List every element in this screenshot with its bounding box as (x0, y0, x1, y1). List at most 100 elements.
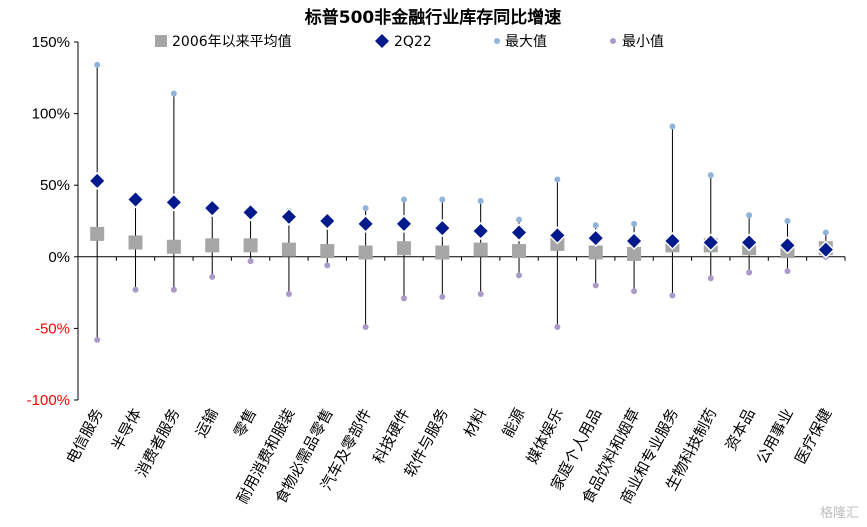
min-marker (94, 336, 101, 343)
max-marker (707, 172, 714, 179)
average-marker (396, 241, 411, 256)
max-marker (631, 220, 638, 227)
min-marker (170, 286, 177, 293)
2q22-marker (627, 234, 642, 249)
chart-title: 标普500非金融行业库存同比增速 (305, 7, 562, 28)
2q22-marker (742, 235, 757, 250)
x-tick-label: 能源 (499, 405, 529, 440)
x-tick-label: 资本品 (722, 405, 759, 453)
average-marker (435, 245, 450, 260)
max-marker (592, 222, 599, 229)
average-marker (358, 245, 373, 260)
2q22-marker (128, 192, 143, 207)
x-tick-label: 材料 (460, 405, 490, 440)
min-marker (477, 291, 484, 298)
average-marker (243, 238, 258, 253)
x-tick-label: 运输 (192, 405, 222, 440)
y-tick-label: -50% (35, 320, 70, 337)
2q22-marker (435, 221, 450, 236)
2q22-marker (320, 214, 335, 228)
y-tick-label: 0% (48, 249, 70, 266)
2q22-marker (243, 205, 258, 220)
legend-label-2q22: 2Q22 (394, 34, 432, 50)
min-marker (209, 273, 216, 280)
max-marker (400, 196, 407, 203)
min-marker (247, 258, 254, 265)
min-marker (669, 292, 676, 299)
max-marker (746, 212, 753, 219)
min-marker (516, 272, 523, 279)
2q22-marker (396, 216, 411, 231)
plot-area (88, 61, 835, 343)
2q22-marker (90, 173, 105, 188)
min-marker (132, 286, 139, 293)
max-marker (822, 229, 829, 236)
2q22-marker (512, 225, 527, 240)
y-axis: -100% -50% 0% 50% 100% 150% (27, 34, 79, 409)
max-marker (362, 205, 369, 212)
legend-label-average: 2006年以来平均值 (172, 34, 292, 50)
y-tick-label: 100% (32, 106, 70, 123)
min-marker (592, 282, 599, 289)
max-marker (784, 218, 791, 224)
average-marker (90, 226, 105, 241)
legend-label-max: 最大值 (505, 34, 547, 50)
2q22-marker (588, 231, 603, 246)
x-tick-label: 媒体娱乐 (523, 405, 567, 466)
min-marker (362, 323, 369, 330)
min-marker (784, 268, 791, 275)
average-marker (320, 244, 335, 259)
average-marker (281, 242, 296, 257)
min-marker (439, 293, 446, 300)
watermark: 格隆汇 (819, 506, 859, 521)
max-marker (669, 123, 676, 130)
min-marker (285, 291, 292, 298)
y-tick-label: 150% (32, 34, 70, 51)
2q22-marker (780, 238, 795, 253)
max-marker (516, 216, 523, 223)
y-tick-label: -100% (27, 392, 70, 409)
2q22-marker (703, 235, 718, 250)
min-marker (400, 295, 407, 302)
y-tick-label: 50% (40, 177, 70, 194)
2q22-marker (205, 201, 220, 216)
legend-marker-max (494, 38, 500, 44)
2q22-marker (665, 234, 680, 249)
2q22-marker (166, 195, 181, 210)
x-tick-label: 半导体 (108, 405, 145, 453)
average-marker (627, 246, 642, 261)
x-tick-label: 公用事业 (753, 405, 797, 466)
min-marker (746, 269, 753, 276)
legend-label-min: 最小值 (622, 34, 664, 50)
max-marker (477, 197, 484, 204)
max-marker (170, 90, 177, 97)
min-marker (324, 262, 331, 269)
average-marker (166, 239, 181, 254)
x-tick-label: 电信服务 (63, 405, 107, 466)
average-marker (205, 238, 220, 253)
legend-marker-2q22 (375, 34, 389, 48)
2q22-marker (818, 242, 833, 257)
average-marker (588, 245, 603, 260)
2q22-marker (473, 224, 488, 239)
min-marker (631, 288, 638, 295)
x-tick-label: 医疗保健 (791, 405, 835, 466)
2q22-marker (281, 209, 296, 224)
average-marker (128, 235, 143, 250)
max-marker (94, 61, 101, 68)
min-marker (707, 275, 714, 282)
max-marker (554, 176, 561, 183)
min-marker (554, 323, 561, 330)
2q22-marker (550, 228, 565, 243)
2q22-marker (358, 216, 373, 231)
legend-marker-min (610, 38, 616, 44)
x-tick-label: 零售 (230, 405, 260, 440)
x-tick-label: 科技硬件 (369, 405, 413, 466)
average-marker (473, 242, 488, 257)
legend-marker-average (155, 35, 167, 47)
legend: 2006年以来平均值 2Q22 最大值 最小值 (155, 34, 664, 50)
max-marker (439, 196, 446, 203)
average-marker (512, 244, 527, 259)
